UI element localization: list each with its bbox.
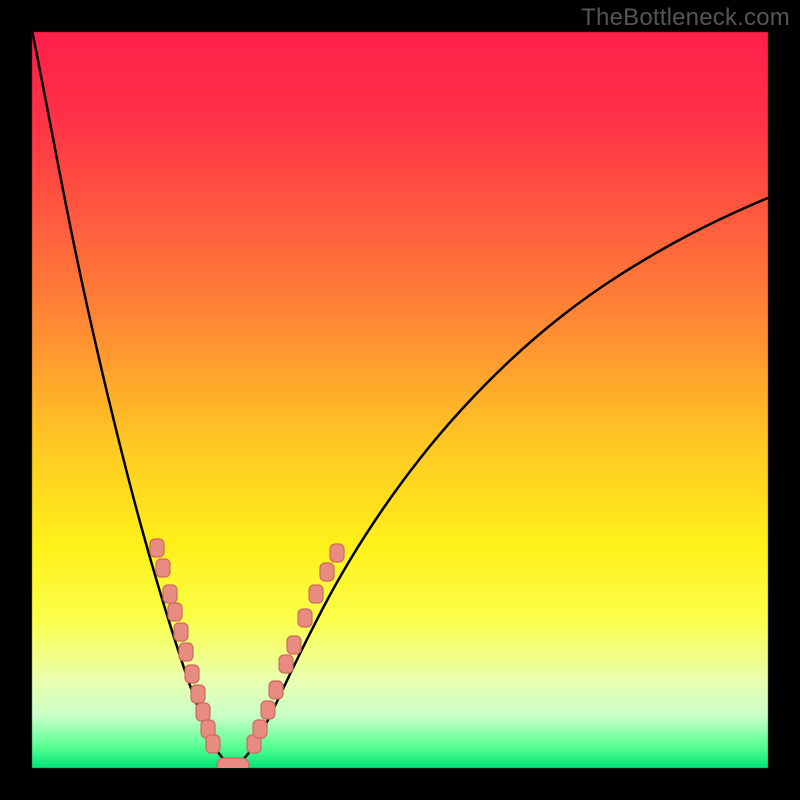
gradient-background [0, 0, 800, 800]
chart-stage: TheBottleneck.com [0, 0, 800, 800]
watermark-text: TheBottleneck.com [581, 4, 790, 32]
